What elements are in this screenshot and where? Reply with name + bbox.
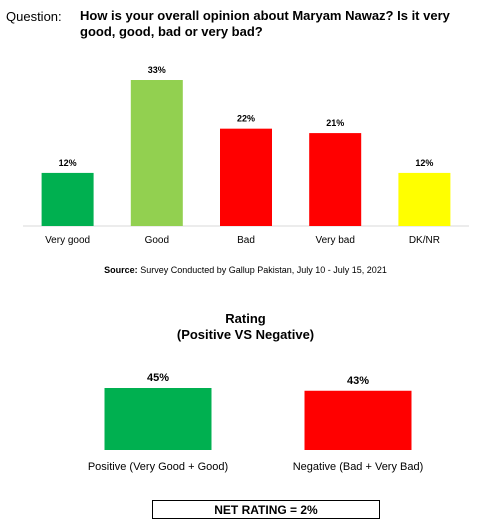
bar-very-bad — [309, 133, 362, 226]
data-label: 12% — [415, 158, 433, 168]
data-label: 22% — [237, 114, 255, 124]
category-label: Very good — [45, 235, 90, 246]
source-note: Source: Survey Conducted by Gallup Pakis… — [0, 265, 491, 275]
net-rating-box: NET RATING = 2% — [152, 500, 380, 519]
bar-good — [130, 80, 183, 226]
opinion-bar-chart: 12% Very good 33% Good 22% Bad 21% Very bad 12% D… — [23, 65, 469, 246]
rating-title-line2: (Positive VS Negative) — [176, 327, 315, 342]
rating-title: Rating (Positive VS Negative) — [0, 311, 491, 343]
data-label: 21% — [326, 118, 344, 128]
category-label: DK/NR — [409, 235, 440, 246]
bar-bad — [220, 128, 272, 226]
category-label: Negative (Bad + Very Bad) — [293, 461, 424, 473]
source-label: Source: — [104, 265, 138, 275]
source-text: Survey Conducted by Gallup Pakistan, Jul… — [140, 265, 387, 275]
category-label: Good — [145, 235, 169, 246]
data-label: 45% — [147, 372, 169, 384]
category-label: Bad — [237, 235, 255, 246]
data-label: 43% — [347, 375, 369, 387]
question-label: Question: — [6, 9, 62, 24]
bar-positive-very-good-good — [104, 388, 212, 450]
bar-very-good — [41, 172, 94, 226]
bar-dk-nr — [398, 172, 451, 226]
rating-bar-chart: 45% Positive (Very Good + Good) 43% Negativ… — [88, 372, 424, 473]
data-label: 12% — [59, 158, 77, 168]
data-label: 33% — [148, 65, 166, 75]
question-text: How is your overall opinion about Maryam… — [80, 8, 450, 39]
category-label: Positive (Very Good + Good) — [88, 461, 228, 473]
category-label: Very bad — [315, 235, 354, 246]
rating-title-line1: Rating — [225, 311, 266, 326]
bar-negative-bad-very-bad — [304, 390, 412, 450]
